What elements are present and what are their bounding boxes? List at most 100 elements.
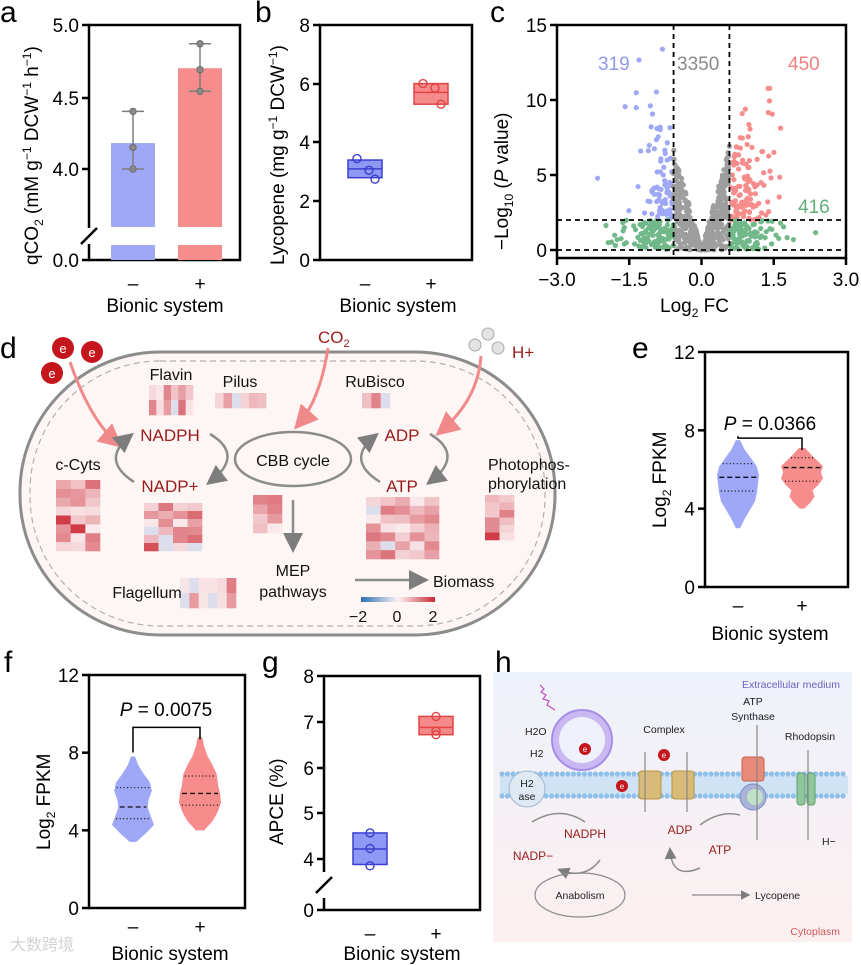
point-unchanged (711, 209, 717, 215)
e-ytick-label: 4 (684, 500, 695, 521)
lipid-head (730, 771, 736, 777)
point-up (742, 106, 748, 112)
point-down (651, 146, 657, 152)
heatmap-cell (409, 523, 425, 533)
point-unchanged (676, 168, 682, 174)
point-unchanged (711, 205, 717, 211)
point-not-significant (750, 222, 756, 228)
point-not-significant (608, 239, 615, 245)
point-down (653, 137, 660, 143)
point-unchanged (677, 195, 683, 201)
c-xtick-label: 3.0 (833, 270, 859, 291)
heatmap-cell (56, 488, 71, 499)
heatmap-cell (198, 593, 209, 609)
point-unchanged (683, 237, 689, 243)
lipid-head (554, 771, 560, 777)
heatmap-cell (158, 543, 174, 552)
heatmap-cell (208, 593, 218, 609)
point-not-significant (744, 244, 750, 250)
g-ytick-label: 6 (303, 759, 314, 780)
point-up (741, 176, 748, 182)
f-ytick-label: 4 (68, 821, 79, 842)
point-up (766, 153, 772, 159)
f-ytick-label: 8 (68, 744, 79, 765)
cycle-arrow (426, 432, 449, 486)
label-hydrogenase-1: H2 (520, 778, 534, 790)
heatmap-cell (70, 533, 86, 543)
svg-text:e: e (620, 782, 625, 791)
count-unchanged: 3350 (677, 54, 719, 75)
count-up: 450 (788, 54, 820, 75)
point-not-significant (731, 236, 737, 242)
point-unchanged (687, 214, 693, 220)
point-not-significant (741, 221, 747, 228)
point-unchanged (686, 232, 692, 238)
data-point (370, 174, 380, 184)
co2-arrow (294, 347, 330, 430)
lipid-head (829, 793, 835, 799)
lipid-head (510, 771, 516, 777)
lipid-head (592, 771, 599, 777)
heatmap-cell (362, 393, 372, 409)
heatmap-cell (158, 503, 174, 512)
label-photophosphorylation-2: phorylation (488, 476, 566, 493)
point-up (745, 134, 751, 140)
lipid-head (587, 793, 593, 799)
heatmap-cell (187, 543, 203, 552)
heatmap-cell (485, 495, 500, 503)
point-up (767, 85, 773, 91)
a-ytick-label: 0.0 (53, 251, 79, 272)
point-unchanged (692, 227, 698, 233)
panel-label-b: b (255, 0, 272, 29)
label-complex: Complex (643, 724, 685, 736)
heatmap-cell (424, 523, 440, 533)
point-up (768, 175, 774, 181)
point-unchanged (683, 213, 689, 220)
lipid-head (548, 793, 555, 799)
data-point (436, 99, 446, 109)
heatmap-atp (366, 497, 440, 560)
point-not-significant (618, 235, 624, 242)
heatmap-cell (85, 542, 101, 552)
point-up (767, 168, 773, 174)
lipid-head (719, 793, 725, 799)
point-up (746, 164, 752, 171)
lipid-head (774, 771, 780, 777)
heatmap-cell (173, 527, 188, 536)
point-not-significant (777, 220, 784, 226)
b-xtick-label: – (360, 274, 371, 295)
heatmap-cell (149, 385, 157, 401)
label-anabolism: Anabolism (555, 890, 604, 902)
point-not-significant (790, 236, 797, 243)
heatmap-cell (187, 511, 203, 520)
heatmap-cell (249, 393, 258, 409)
panel-label-e: e (632, 332, 649, 365)
point-unchanged (686, 209, 693, 215)
heatmap-cell (232, 393, 241, 409)
point-unchanged (717, 210, 724, 217)
point-unchanged (708, 231, 715, 237)
heatmap-cell (253, 514, 268, 524)
heatmap-cell (409, 541, 425, 551)
point-up (758, 179, 764, 186)
heatmap-cell (156, 400, 164, 416)
heatmap-cell (178, 400, 186, 416)
cycle-arrow (670, 813, 741, 873)
e-ytick-label: 12 (674, 343, 695, 364)
significance-bracket (132, 726, 201, 753)
label-h2o: H2O (525, 726, 547, 738)
heatmap-cell (70, 515, 86, 525)
point-not-significant (612, 232, 618, 238)
point-unchanged (719, 172, 725, 178)
heatmap-cell (70, 524, 86, 534)
lipid-head (543, 793, 549, 799)
label-mep-2: pathways (259, 584, 327, 601)
lipid-head (559, 793, 566, 799)
point-up (744, 141, 750, 148)
lipid-head (614, 771, 621, 777)
c-ytick-label: 15 (526, 16, 547, 37)
lipid-head (543, 771, 549, 777)
point-not-significant (784, 235, 790, 241)
hydrogenase (508, 770, 546, 808)
heatmap-cell (173, 503, 188, 512)
